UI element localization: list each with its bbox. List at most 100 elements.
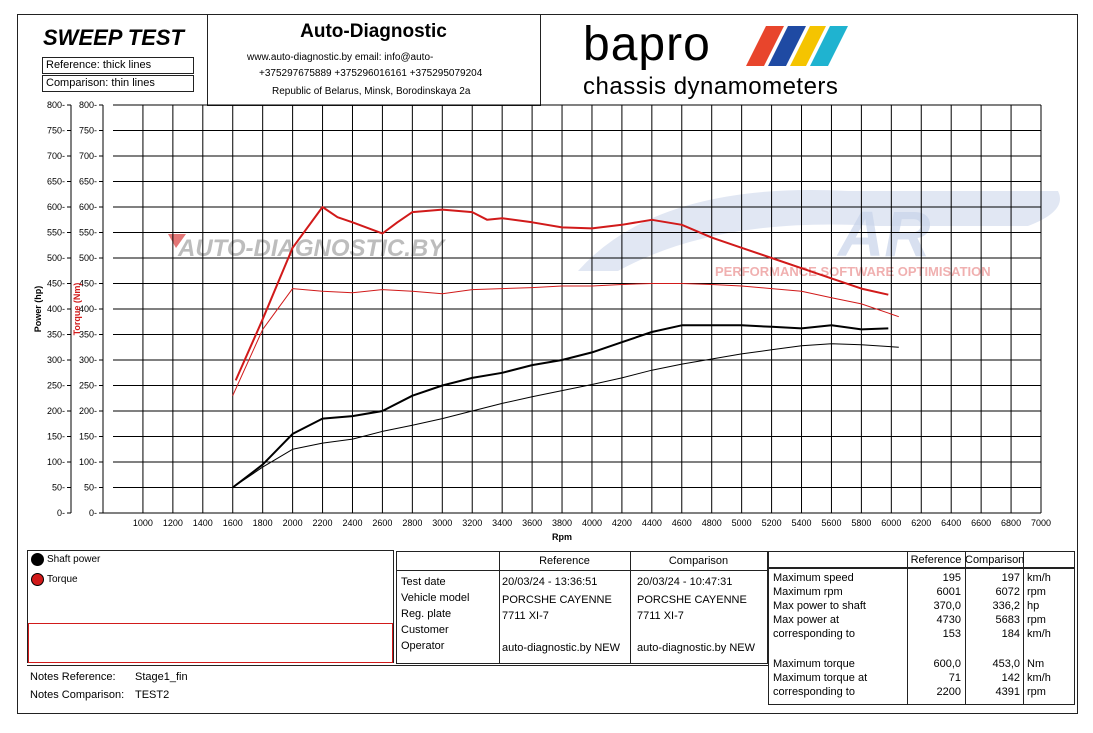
results-comparison-value: 197	[1001, 572, 1020, 584]
shaft-power-comparison-line	[232, 343, 899, 488]
chart-grid	[113, 104, 1042, 514]
x-tick-label: 2400	[342, 518, 362, 528]
results-label: Maximum rpm	[773, 586, 843, 598]
notes-reference-label: Notes Reference:	[30, 671, 116, 683]
comparison-note: Comparison: thin lines	[42, 75, 194, 92]
power-tick-label: 550-	[47, 228, 65, 238]
power-tick-label: 0-	[57, 508, 65, 518]
results-label: corresponding to	[773, 628, 855, 640]
brand-subtitle: chassis dynamometers	[583, 73, 839, 100]
results-label: Maximum torque	[773, 658, 855, 670]
torque-tick-label: 400-	[79, 304, 97, 314]
torque-tick-label: 300-	[79, 355, 97, 365]
x-tick-label: 3200	[462, 518, 482, 528]
power-tick-label: 650-	[47, 177, 65, 187]
torque-tick-label: 250-	[79, 381, 97, 391]
torque-tick-label: 450-	[79, 279, 97, 289]
x-tick-label: 7000	[1031, 518, 1051, 528]
test-info-col-reference: Reference	[539, 555, 590, 567]
legend-torque: Torque	[31, 573, 78, 586]
contact-line-2: +375297675889 +375296016161 +37529507920…	[259, 68, 483, 79]
notes-block: Notes Reference: Stage1_fin Notes Compar…	[27, 665, 768, 706]
x-tick-label: 2600	[372, 518, 392, 528]
results-label: Max power to shaft	[773, 600, 866, 612]
x-tick-label: 2000	[283, 518, 303, 528]
watermark-ar-logo-icon: AR	[836, 198, 930, 270]
test-info-comparison-value: 7711 XI-7	[637, 610, 684, 622]
x-tick-label: 1000	[133, 518, 153, 528]
torque-tick-label: 200-	[79, 406, 97, 416]
torque-tick-label: 100-	[79, 457, 97, 467]
results-comparison-value: 5683	[995, 614, 1020, 626]
notes-reference-value: Stage1_fin	[135, 671, 188, 683]
brand-logo-text: bapro	[583, 18, 711, 71]
power-tick-label: 300-	[47, 355, 65, 365]
results-unit: hp	[1027, 600, 1040, 612]
brand-block: bapro chassis dynamometers	[541, 15, 1077, 105]
x-tick-label: 2800	[402, 518, 422, 528]
test-info-col-comparison: Comparison	[668, 555, 729, 567]
results-label: Maximum torque at	[773, 672, 868, 684]
power-tick-label: 350-	[47, 330, 65, 340]
test-info-reference-value: auto-diagnostic.by NEW	[502, 642, 620, 654]
torque-tick-label: 550-	[79, 228, 97, 238]
shaft-power-reference-line	[232, 324, 889, 489]
x-tick-label: 2200	[313, 518, 333, 528]
results-table: Reference Comparison Maximum speed 195 197…	[768, 551, 1075, 705]
torque-tick-label: 600-	[79, 202, 97, 212]
results-unit: km/h	[1027, 572, 1051, 584]
legend-torque-label: Torque	[47, 574, 78, 586]
torque-tick-label: 350-	[79, 330, 97, 340]
test-info-label: Operator	[401, 640, 445, 652]
sweep-header: SWEEP TEST Reference: thick lines Compar…	[18, 15, 208, 105]
x-tick-label: 4600	[672, 518, 692, 528]
brand-color-stripes-icon	[746, 26, 848, 66]
torque-tick-label: 50-	[84, 483, 97, 493]
results-label: corresponding to	[773, 686, 855, 698]
results-reference-value: 153	[942, 628, 961, 640]
legend-shaft-power: Shaft power	[31, 553, 100, 566]
results-label: Maximum speed	[773, 572, 854, 584]
contact-line-3: Republic of Belarus, Minsk, Borodinskaya…	[272, 86, 471, 97]
results-reference-value: 600,0	[933, 658, 961, 670]
torque-comparison-line	[232, 283, 899, 396]
watermark-swoosh-icon	[578, 190, 1060, 271]
test-info-table: Reference Comparison Test date 20/03/24 -…	[396, 551, 768, 664]
torque-reference-line	[234, 206, 889, 381]
power-axis-title: Power (hp)	[33, 286, 43, 333]
power-tick-label: 50-	[52, 483, 65, 493]
x-tick-label: 5000	[732, 518, 752, 528]
notes-comparison-value: TEST2	[135, 689, 170, 701]
chart-series	[232, 206, 899, 489]
x-tick-label: 5800	[851, 518, 871, 528]
torque-tick-label: 500-	[79, 253, 97, 263]
test-info-label: Test date	[401, 576, 446, 588]
results-reference-value: 2200	[936, 686, 961, 698]
legend-shaft-power-label: Shaft power	[47, 554, 101, 566]
x-tick-label: 3400	[492, 518, 512, 528]
power-tick-label: 450-	[47, 279, 65, 289]
sweep-title: SWEEP TEST	[43, 25, 184, 50]
x-tick-label: 3600	[522, 518, 542, 528]
x-tick-label: 1800	[253, 518, 273, 528]
results-col-reference: Reference	[910, 554, 962, 566]
results-reference-value: 4730	[936, 614, 961, 626]
power-tick-label: 500-	[47, 253, 65, 263]
torque-tick-label: 700-	[79, 151, 97, 161]
power-tick-label: 100-	[47, 457, 65, 467]
torque-tick-label: 800-	[79, 100, 97, 110]
torque-tick-label: 650-	[79, 177, 97, 187]
results-comparison-value: 4391	[995, 686, 1020, 698]
power-tick-label: 750-	[47, 126, 65, 136]
contact-line-1: www.auto-diagnostic.by email: info@auto-	[247, 52, 434, 63]
results-col-comparison: Comparison	[965, 554, 1025, 566]
results-reference-value: 6001	[936, 586, 961, 598]
test-info-comparison-value: PORCSHE CAYENNE	[637, 594, 747, 606]
legend-shaft-power-dot	[31, 553, 44, 566]
results-comparison-value: 453,0	[992, 658, 1020, 670]
results-reference-value: 71	[948, 672, 961, 684]
test-info-label: Reg. plate	[401, 608, 452, 620]
results-unit: km/h	[1027, 672, 1051, 684]
results-unit: rpm	[1027, 686, 1046, 698]
